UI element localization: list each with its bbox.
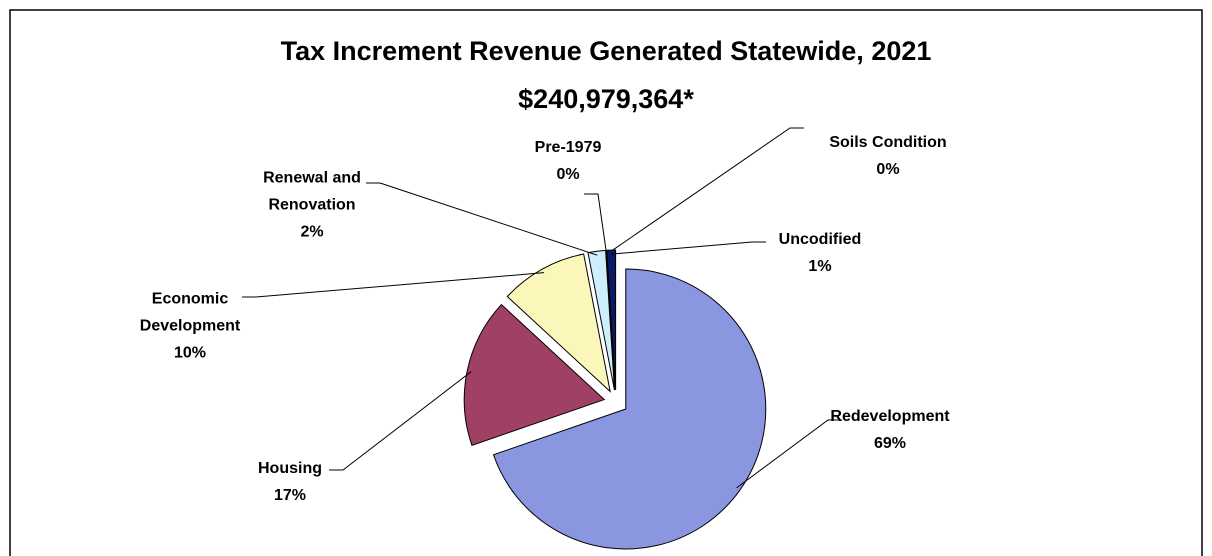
slice-label: Pre-1979 0% <box>535 134 602 188</box>
pie-slice <box>606 249 617 391</box>
slice-category: Renewal and Renovation <box>263 169 361 214</box>
slice-label: Soils Condition 0% <box>829 129 946 183</box>
leader-line <box>606 127 804 255</box>
pie-slice <box>463 303 606 446</box>
slice-value-label: 2% <box>300 223 324 241</box>
slice-category: Uncodified <box>778 231 862 248</box>
chart-title: Tax Increment Revenue Generated Statewid… <box>280 36 932 66</box>
slice-category: Soils Condition <box>829 134 947 151</box>
slice-label: Economic Development 10% <box>120 286 260 367</box>
leader-line <box>329 371 472 471</box>
leader-line <box>736 419 842 489</box>
slice-value-label: 0% <box>556 166 580 183</box>
slice-value-label: 69% <box>873 435 907 452</box>
chart-frame <box>9 9 1203 556</box>
slice-value-label: 10% <box>173 344 207 362</box>
slice-category: Economic Development <box>139 290 241 335</box>
leader-line <box>366 182 598 256</box>
pie-slice <box>492 268 767 550</box>
slice-label: Redevelopment 69% <box>830 403 949 457</box>
slice-category: Redevelopment <box>830 408 950 425</box>
slice-label: Renewal and Renovation 2% <box>242 165 382 246</box>
slice-category: Housing <box>258 460 322 477</box>
leader-line <box>242 272 545 298</box>
leader-line <box>584 193 608 255</box>
slice-value-label: 17% <box>273 487 307 504</box>
slice-label: Housing 17% <box>258 455 322 509</box>
slice-value-label: 1% <box>808 258 832 275</box>
leader-line <box>611 241 766 255</box>
slice-value-label: 0% <box>876 161 900 178</box>
slice-category: Pre-1979 <box>534 139 602 156</box>
chart-subtitle: $240,979,364* <box>518 84 694 114</box>
pie-slice <box>506 253 611 393</box>
slice-label: Uncodified 1% <box>779 226 862 280</box>
